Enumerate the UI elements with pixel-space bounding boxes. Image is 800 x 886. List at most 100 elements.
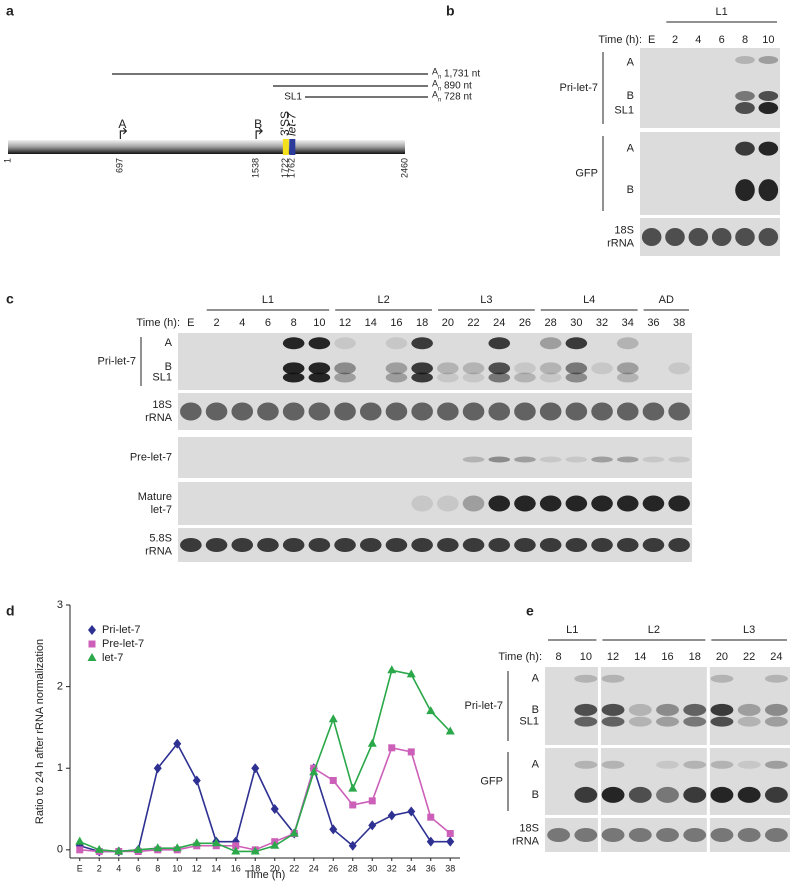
stage-name: L2 <box>377 294 389 306</box>
time-point: 16 <box>661 651 673 663</box>
band <box>539 402 562 421</box>
band-label: SL1 <box>614 104 634 116</box>
y-tick-label: 1 <box>57 762 63 774</box>
band <box>735 141 755 156</box>
band <box>565 337 588 350</box>
band <box>385 362 408 375</box>
y-axis-label: Ratio to 24 h after rRNA normalization <box>34 639 46 824</box>
band <box>565 372 588 383</box>
band <box>628 716 652 727</box>
band <box>488 538 511 552</box>
marker <box>387 665 397 674</box>
band <box>488 362 511 375</box>
marker <box>133 844 143 853</box>
band <box>764 716 788 727</box>
time-point: 38 <box>673 317 685 329</box>
blot-label: Pri-let-7 <box>97 355 136 367</box>
blot-label: 18S <box>519 822 539 834</box>
stage-name: L4 <box>583 294 595 306</box>
time-point: 2 <box>672 34 678 46</box>
time-point: 8 <box>556 651 562 663</box>
band <box>205 402 228 421</box>
band <box>359 402 382 421</box>
lane-gap <box>597 667 601 745</box>
band <box>574 760 598 769</box>
band-label: A <box>532 673 540 685</box>
lane-gap <box>706 818 710 852</box>
blot <box>178 333 692 390</box>
band-label: B <box>165 361 172 373</box>
band <box>764 786 788 803</box>
marker <box>368 820 377 831</box>
band <box>539 538 562 552</box>
band <box>642 538 665 552</box>
time-point: 4 <box>695 34 701 46</box>
gene-bar <box>8 140 405 154</box>
band <box>628 786 652 803</box>
transcript-length: 890 nt <box>444 81 472 92</box>
band <box>308 372 331 383</box>
band <box>411 372 433 383</box>
time-point: 8 <box>291 317 297 329</box>
blot <box>640 218 780 256</box>
marker <box>426 706 436 715</box>
blot <box>545 748 790 815</box>
band <box>539 495 562 512</box>
band <box>668 538 690 552</box>
band <box>385 402 408 421</box>
band <box>758 102 779 114</box>
band <box>628 828 652 842</box>
time-point: 2 <box>213 317 219 329</box>
band <box>737 828 761 842</box>
band <box>758 91 779 101</box>
marker <box>446 830 454 838</box>
blot-label: Pre-let-7 <box>130 451 172 463</box>
marker <box>251 763 260 774</box>
panel-label: e <box>526 603 534 619</box>
time-point: 8 <box>742 34 748 46</box>
band <box>591 402 613 421</box>
band <box>668 456 690 463</box>
time-point: 22 <box>743 651 755 663</box>
band <box>616 372 639 383</box>
band <box>514 362 536 375</box>
band <box>642 402 665 421</box>
x-tick-label: 2 <box>97 863 102 873</box>
band <box>385 337 408 350</box>
marker <box>153 763 162 774</box>
legend-label: let-7 <box>102 652 123 664</box>
band <box>591 362 613 375</box>
band <box>462 456 485 463</box>
band <box>514 538 536 552</box>
polya-tail: A <box>432 89 438 99</box>
band <box>601 786 625 803</box>
feature-name: let-7 <box>284 111 298 136</box>
x-tick-label: 38 <box>445 863 455 873</box>
band <box>334 337 356 350</box>
band-label: A <box>627 143 635 155</box>
band <box>764 828 788 842</box>
x-tick-label: 24 <box>309 863 319 873</box>
band <box>488 372 511 383</box>
stage-name: L3 <box>480 294 492 306</box>
band <box>711 228 732 246</box>
band <box>231 538 254 552</box>
band <box>764 674 788 683</box>
band <box>488 495 511 512</box>
y-tick-label: 0 <box>57 844 63 856</box>
band <box>539 372 562 383</box>
band-label: A <box>165 337 173 349</box>
marker <box>427 813 435 821</box>
band <box>437 402 459 421</box>
legend-label: Pri-let-7 <box>102 624 141 636</box>
band <box>308 362 331 375</box>
band <box>668 362 690 375</box>
blot-label: rRNA <box>145 545 173 557</box>
panel-label: a <box>6 3 14 19</box>
band <box>514 456 536 463</box>
position-label: 2460 <box>399 158 409 178</box>
time-point: E <box>648 34 655 46</box>
position-label: 1762 <box>287 158 297 178</box>
band <box>282 372 305 383</box>
